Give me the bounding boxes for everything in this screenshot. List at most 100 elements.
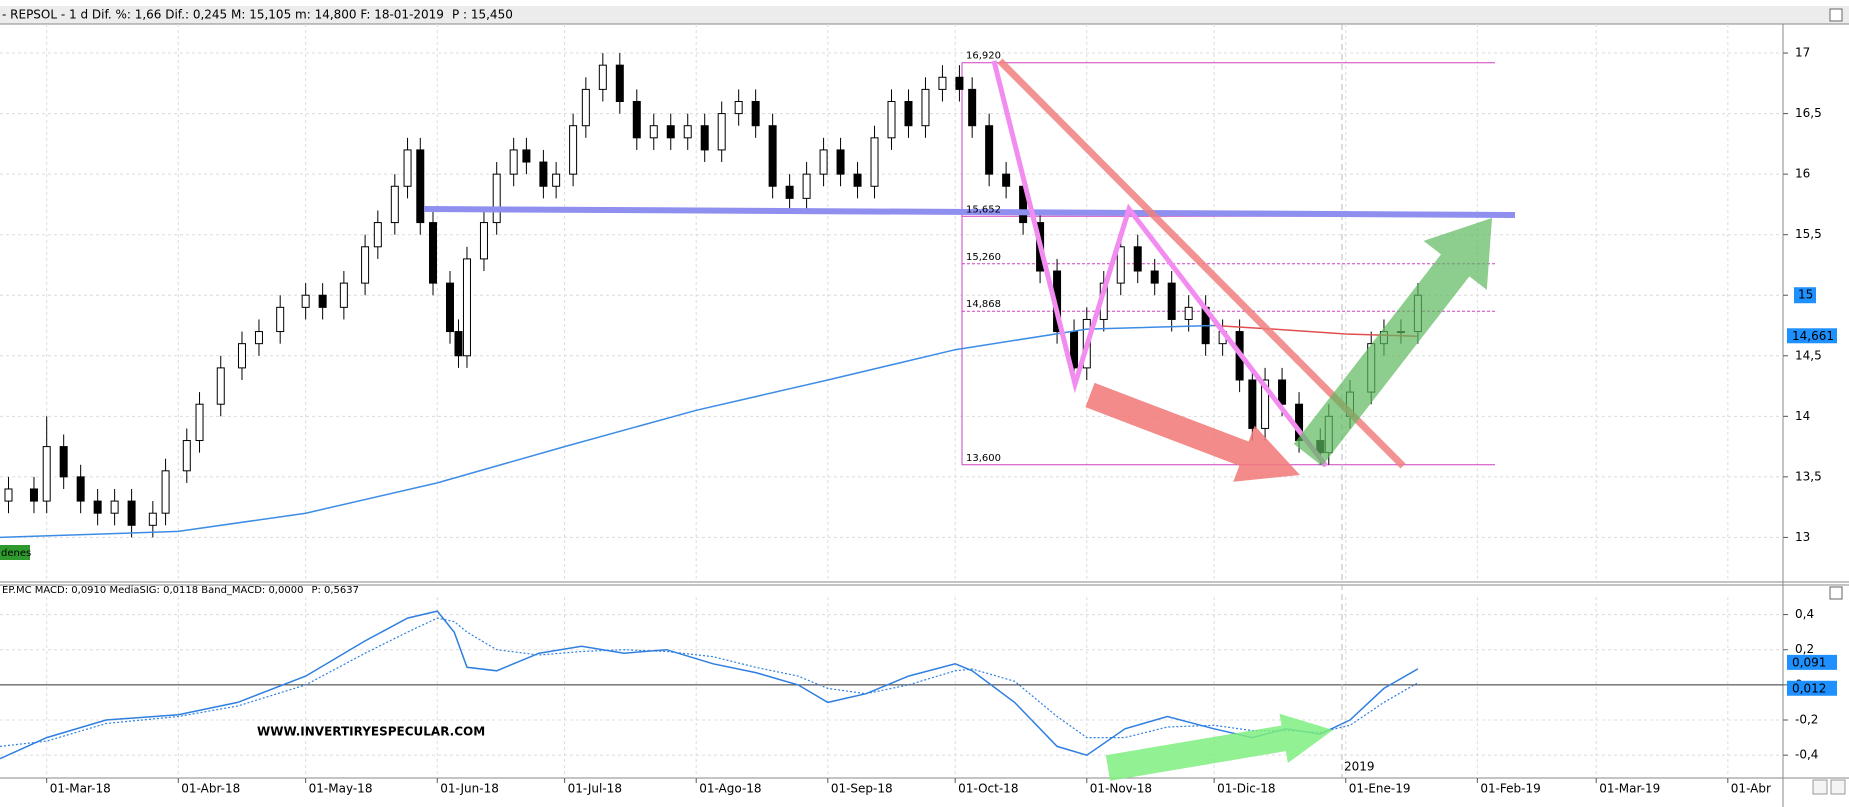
window-button[interactable]	[1829, 586, 1843, 600]
candle-body	[734, 100, 743, 115]
candle-body	[1278, 379, 1287, 405]
candle-body	[1116, 246, 1125, 284]
macd-header-text: EP.MC MACD: 0,0910 MediaSIG: 0,0118 Band…	[2, 585, 303, 596]
candle-body	[4, 488, 13, 502]
candle-body	[110, 500, 119, 514]
candle-body	[904, 100, 913, 127]
y-tick-label: 0,2	[1795, 642, 1814, 656]
tool-button[interactable]	[1830, 779, 1846, 795]
candle-body	[182, 440, 191, 472]
price-box	[1794, 287, 1816, 304]
candle-body	[492, 173, 501, 224]
x-tick-label: 01-Oct-18	[958, 782, 1018, 796]
candle-body	[454, 331, 463, 357]
candle-body	[403, 149, 412, 187]
year-label: 2019	[1344, 760, 1375, 774]
level-label: 15,652	[966, 204, 1001, 215]
x-tick-label: 01-Jul-18	[568, 782, 622, 796]
candle-body	[569, 125, 578, 175]
series-line	[0, 617, 1419, 747]
price-box-label: 15	[1798, 288, 1813, 302]
candle-body	[921, 88, 930, 127]
candle-body	[751, 100, 760, 127]
candle-body	[462, 258, 471, 357]
candle-body	[522, 149, 531, 163]
candle-body	[955, 76, 964, 90]
candle-body	[666, 125, 675, 139]
candle-body	[301, 294, 310, 308]
candle-body	[276, 306, 285, 333]
candle-body	[318, 294, 327, 308]
level-label: 16,920	[966, 51, 1001, 62]
candle-body	[29, 488, 38, 502]
candle-body	[237, 343, 246, 369]
candle-body	[127, 500, 136, 526]
y-tick-label: 15,5	[1795, 227, 1822, 241]
watermark: WWW.INVERTIRYESPECULAR.COM	[257, 725, 485, 739]
y-tick-label: -0,4	[1795, 748, 1818, 762]
candle-body	[254, 331, 263, 345]
x-tick-label: 01-May-18	[309, 782, 373, 796]
y-tick-label: 16	[1795, 167, 1810, 181]
candle-body	[1002, 173, 1011, 187]
candle-body	[552, 173, 561, 187]
tool-button[interactable]	[1812, 779, 1828, 795]
candle-body	[390, 185, 399, 224]
y-tick-label: 14,5	[1795, 348, 1822, 362]
header-text: - REPSOL - 1 d Dif. %: 1,66 Dif.: 0,245 …	[2, 8, 444, 22]
level-label: 14,868	[966, 299, 1001, 310]
candle-body	[632, 100, 641, 139]
candle-body	[93, 500, 102, 514]
candle-body	[373, 222, 382, 248]
arrow	[1293, 218, 1492, 466]
candle-body	[339, 282, 348, 308]
y-tick-label: 17	[1795, 46, 1810, 60]
candle-body	[968, 88, 977, 127]
candle-body	[148, 512, 157, 526]
x-tick-label: 01-Ago-18	[699, 782, 761, 796]
x-tick-label: 01-Jun-18	[440, 782, 499, 796]
y-tick-label: 0,4	[1795, 607, 1814, 621]
candle-body	[717, 113, 726, 151]
candle-body	[59, 446, 68, 478]
candle-body	[1150, 270, 1159, 284]
candle-body	[819, 149, 828, 175]
candle-body	[1167, 282, 1176, 320]
window-button[interactable]	[1829, 8, 1843, 22]
x-tick-label: 01-Ene-19	[1349, 782, 1411, 796]
arrow	[1105, 713, 1333, 781]
candle-body	[853, 173, 862, 187]
candle-body	[42, 446, 51, 502]
candle-body	[802, 173, 811, 199]
series-line	[0, 610, 1419, 760]
candle-body	[1133, 246, 1142, 272]
candle-body	[1184, 306, 1193, 320]
x-tick-label: 01-Abr	[1731, 782, 1771, 796]
y-tick-label: -0,2	[1795, 713, 1818, 727]
candle-body	[649, 125, 658, 139]
value-box	[1787, 680, 1837, 696]
x-tick-label: 01-Mar-18	[50, 782, 111, 796]
x-tick-label: 01-Sep-18	[831, 782, 893, 796]
candle-body	[836, 149, 845, 175]
level-label: 13,600	[966, 453, 1001, 464]
y-tick-label: 13	[1795, 530, 1810, 544]
y-tick-label: 16,5	[1795, 106, 1822, 120]
candle-body	[768, 125, 777, 187]
candle-body	[509, 149, 518, 175]
candle-body	[216, 367, 225, 405]
pattern-line	[991, 60, 1328, 468]
grid-layer	[0, 24, 1788, 783]
series-line	[0, 324, 1215, 539]
y-tick-label: 14	[1795, 409, 1810, 423]
candle-body	[445, 282, 454, 333]
candle-body	[1248, 379, 1257, 429]
candle-body	[598, 64, 607, 90]
header-bar	[0, 6, 1849, 24]
candle-body	[785, 185, 794, 199]
value-label: 0,012	[1792, 681, 1826, 695]
resistance-line	[423, 206, 1516, 218]
candle-body	[479, 222, 488, 260]
